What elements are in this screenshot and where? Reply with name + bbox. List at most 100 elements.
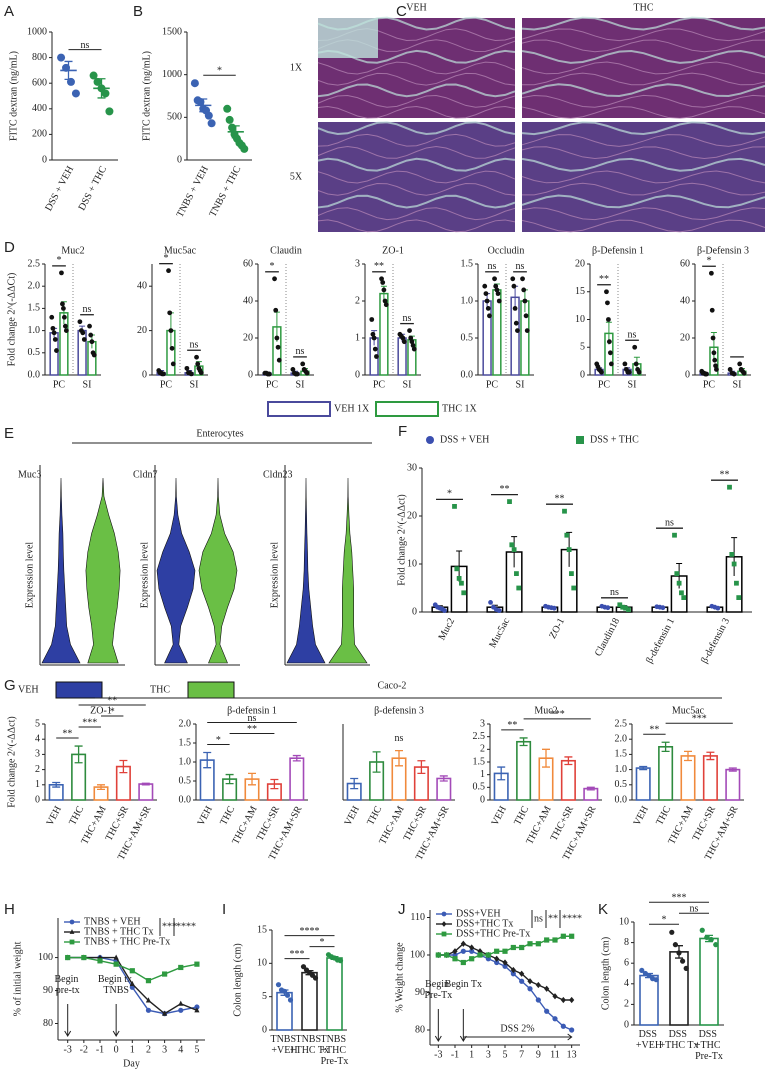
data-point [727,367,733,372]
x-tick-label: 1 [469,1049,474,1060]
violin [41,477,81,664]
bar [635,767,651,801]
y-tick-label: 60 [243,258,253,269]
y-tick-label: 20 [243,332,253,343]
x-tick-label: DSS +THC Pre-Tx [695,1029,723,1062]
data-point [460,959,466,966]
y-tick-label: 0 [480,794,485,805]
violin [85,477,121,664]
error-bar [248,772,256,786]
y-tick-label: 2 [355,295,360,306]
tissue-texture [317,94,516,108]
x-tick-label: TNBS +THC Pre-Tx [320,1034,348,1067]
y-axis-label: FITC dextran (ng/mL) [8,51,19,141]
tissue-texture [521,61,765,75]
error-bar [439,775,448,782]
x-tick-label: SI [516,379,525,390]
data-point [304,370,310,376]
data-point [731,561,737,567]
data-point [608,361,614,367]
sig-label: ** [555,493,565,504]
y-axis-label: % of initial weight [12,941,23,1016]
y-tick-label: 0 [624,1019,629,1030]
violin [286,477,326,664]
x-tick-label: SI [628,379,637,390]
y-tick-label: 10 [257,958,267,969]
data-point [492,276,497,282]
data-point [699,927,705,933]
sig-label: * [270,261,275,272]
data-point [626,607,631,612]
data-point [737,361,743,367]
data-point [566,547,572,552]
data-point [71,89,80,98]
panel-letter: A [4,3,14,20]
sig-label: ** [374,261,384,272]
data-point [66,77,75,86]
data-point [485,952,491,958]
y-tick-label: 1.5 [461,258,474,269]
sig-label: ns [534,913,543,924]
data-point [381,287,387,293]
y-tick-label: 2 [35,764,40,775]
x-tick-label: 3 [486,1049,491,1060]
error-bar [372,751,381,773]
data-point [93,77,102,86]
data-point [708,270,714,276]
x-tick-label: -3 [64,1044,72,1055]
sig-label: *** [692,714,707,725]
x-tick-label: ZO-1 [547,616,567,640]
data-point [411,346,417,352]
tissue-texture [521,121,765,136]
y-tick-label: 800 [32,52,47,63]
data-point [452,956,458,962]
data-point [444,952,450,958]
y-tick-label: 100 [38,952,53,963]
annotation: Begin tx TNBS [98,974,135,996]
data-point [676,580,682,586]
y-axis-label: Colon length (cm) [232,943,243,1016]
bar [482,300,492,376]
x-tick-label: DSS + VEH [43,164,76,213]
data-point [61,306,66,311]
y-tick-label: 1.5 [615,749,628,760]
data-point [679,590,684,596]
error-bar [395,749,403,767]
data-point [681,595,687,600]
sig-label: ** [62,728,72,739]
panel-title: Muc5ac [164,245,197,256]
bar [669,951,689,1026]
x-tick-label: DSS +THC Tx [659,1029,698,1051]
annotation-arrow [434,1009,442,1042]
group-title: Caco-2 [378,680,407,691]
tissue-texture [317,121,516,136]
x-tick-label: 2 [146,1044,151,1055]
sig-label: ** [247,724,257,735]
sig-label: * [320,937,325,948]
data-point [276,357,282,363]
data-point [194,961,200,967]
data-point [669,929,675,935]
data-point [569,933,575,939]
data-point [81,337,87,342]
data-point [129,980,135,987]
sig-label: ** [507,720,517,731]
legend-label: DSS + THC [590,434,639,445]
x-tick-label: 5 [503,1049,508,1060]
sig-label: ns [665,517,674,528]
error-bar [141,782,150,786]
data-point [672,942,679,948]
panel-letter: K [598,901,608,918]
legend-marker [441,921,447,927]
y-tick-label: 1.5 [28,303,41,314]
data-point [81,954,87,961]
y-tick-label: 0.5 [179,775,192,786]
data-point [527,986,533,992]
y-tick-label: 60 [680,258,690,269]
x-tick-label: PC [266,379,279,390]
y-tick-label: 110 [410,912,425,923]
data-point [713,363,718,369]
data-point [275,982,282,988]
data-point [460,948,466,954]
x-tick-label: β-defensin 3 [699,616,732,665]
